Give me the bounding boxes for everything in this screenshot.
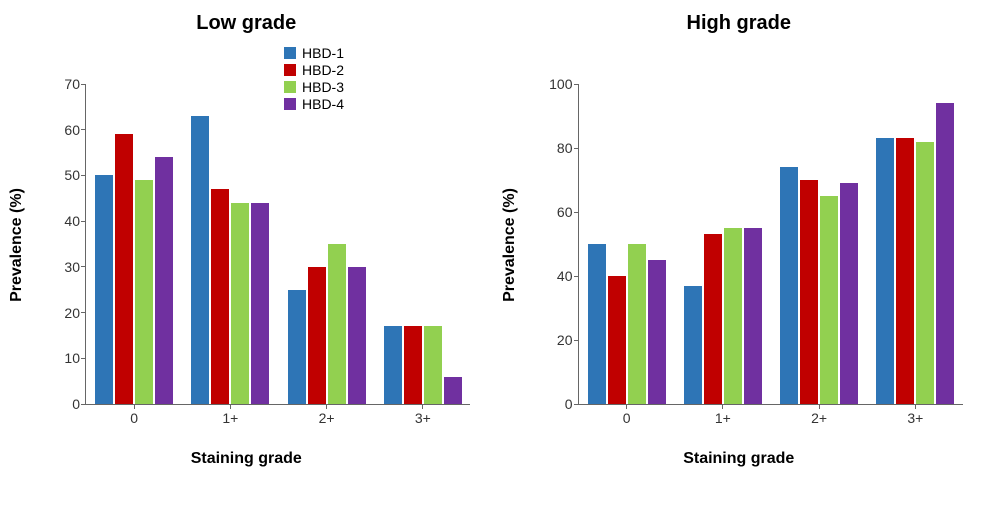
plot-area-low: 01020304050607001+2+3+: [85, 85, 470, 405]
bar-hbd3: [916, 142, 934, 404]
xtick-label: 0: [623, 404, 631, 426]
bar-hbd4: [936, 103, 954, 404]
bar-hbd1: [780, 167, 798, 404]
ytick-label: 30: [64, 259, 86, 275]
xtick-label: 2+: [811, 404, 827, 426]
bar-hbd2: [404, 326, 422, 404]
ytick-label: 40: [64, 213, 86, 229]
bar-hbd4: [155, 157, 173, 404]
panel-high-grade: High grade 02040608010001+2+3+ Prevalenc…: [493, 0, 985, 528]
bar-hbd3: [231, 203, 249, 404]
xtick-label: 1+: [715, 404, 731, 426]
bar-hbd3: [628, 244, 646, 404]
bar-hbd3: [424, 326, 442, 404]
bar-hbd1: [684, 286, 702, 404]
bar-hbd1: [95, 175, 113, 404]
ytick-label: 70: [64, 76, 86, 92]
bar-hbd4: [251, 203, 269, 404]
bar-hbd3: [328, 244, 346, 404]
legend-swatch: [284, 64, 296, 76]
bar-hbd3: [135, 180, 153, 404]
bar-hbd4: [348, 267, 366, 404]
bar-hbd1: [191, 116, 209, 404]
xtick-label: 2+: [319, 404, 335, 426]
legend-item-hbd3: HBD-3: [284, 79, 344, 95]
bar-hbd1: [876, 138, 894, 404]
ylabel-low: Prevalence (%): [8, 188, 26, 302]
bar-hbd4: [744, 228, 762, 404]
xtick-label: 3+: [907, 404, 923, 426]
legend-swatch: [284, 98, 296, 110]
bar-hbd2: [704, 234, 722, 404]
legend-label: HBD-1: [302, 45, 344, 61]
ytick-label: 80: [557, 140, 579, 156]
bar-hbd4: [444, 377, 462, 404]
bar-hbd2: [211, 189, 229, 404]
bar-hbd3: [820, 196, 838, 404]
bar-hbd1: [384, 326, 402, 404]
panel-low-grade: Low grade 01020304050607001+2+3+ Prevale…: [0, 0, 493, 528]
bar-hbd4: [648, 260, 666, 404]
bars-low: [86, 85, 470, 404]
bar-hbd4: [840, 183, 858, 404]
legend-label: HBD-3: [302, 79, 344, 95]
xlabel-high: Staining grade: [683, 450, 794, 468]
ytick-label: 40: [557, 268, 579, 284]
title-low-grade: Low grade: [0, 12, 493, 35]
legend-label: HBD-4: [302, 96, 344, 112]
legend: HBD-1HBD-2HBD-3HBD-4: [280, 42, 348, 115]
bar-hbd2: [115, 134, 133, 404]
bars-high: [579, 85, 963, 404]
ytick-label: 10: [64, 350, 86, 366]
ytick-label: 60: [557, 204, 579, 220]
ytick-label: 50: [64, 167, 86, 183]
ylabel-high: Prevalence (%): [501, 188, 519, 302]
ytick-label: 60: [64, 122, 86, 138]
title-high-grade: High grade: [493, 12, 985, 35]
legend-swatch: [284, 81, 296, 93]
legend-item-hbd4: HBD-4: [284, 96, 344, 112]
xtick-label: 1+: [222, 404, 238, 426]
xlabel-low: Staining grade: [191, 450, 302, 468]
bar-hbd2: [308, 267, 326, 404]
ytick-label: 20: [557, 332, 579, 348]
ytick-label: 20: [64, 305, 86, 321]
bar-hbd2: [608, 276, 626, 404]
ytick-label: 0: [72, 396, 86, 412]
bar-hbd1: [288, 290, 306, 404]
xtick-label: 3+: [415, 404, 431, 426]
legend-item-hbd1: HBD-1: [284, 45, 344, 61]
bar-hbd2: [896, 138, 914, 404]
ytick-label: 100: [549, 76, 578, 92]
plot-area-high: 02040608010001+2+3+: [578, 85, 963, 405]
bar-hbd3: [724, 228, 742, 404]
legend-item-hbd2: HBD-2: [284, 62, 344, 78]
bar-hbd2: [800, 180, 818, 404]
bar-hbd1: [588, 244, 606, 404]
legend-swatch: [284, 47, 296, 59]
legend-label: HBD-2: [302, 62, 344, 78]
xtick-label: 0: [130, 404, 138, 426]
ytick-label: 0: [565, 396, 579, 412]
